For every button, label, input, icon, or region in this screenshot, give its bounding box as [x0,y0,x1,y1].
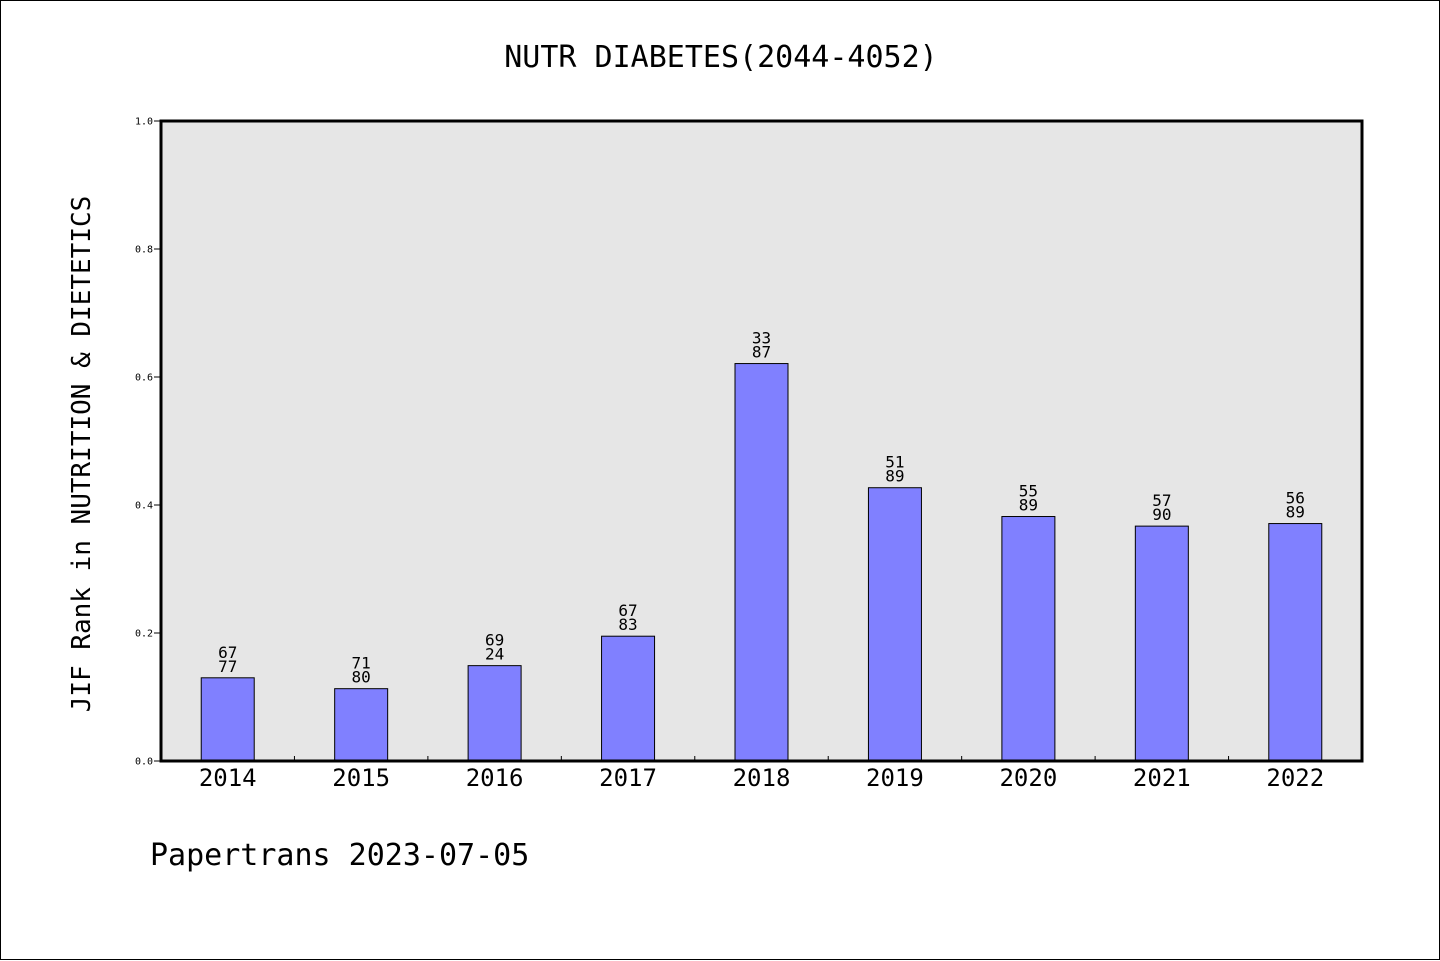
bar-label-bottom: 89 [1286,503,1305,522]
axes-group: 0.0 0.2 0.4 0.6 0.8 1.0 2014 2015 2016 2017 2018 20… [135,117,1324,793]
y-axis-label: JIF Rank in NUTRITION & DIETETICS [67,196,97,713]
bar-label-top: 56 [1286,489,1305,508]
bar-label-top: 67 [618,601,637,620]
y-tick-label: 1.0 [135,117,153,128]
bar-label-bottom: 89 [1019,496,1038,515]
bar-2016 [467,665,522,762]
bar-2015 [334,688,389,762]
bar-label-top: 33 [752,329,771,348]
bar-2014 [200,677,255,762]
y-tick-label: 0.4 [135,501,153,512]
bar-label-top: 67 [218,643,237,662]
bar-2017 [601,635,656,762]
bar-label-top: 51 [885,453,904,472]
x-tick-label: 2016 [466,764,524,792]
bar-2018 [734,363,789,762]
bar-label-top: 69 [485,631,504,650]
bar-label-top: 71 [352,654,371,673]
bar-2020 [1001,516,1056,762]
bar-2022 [1268,523,1323,762]
chart-title: NUTR DIABETES(2044-4052) [504,40,937,75]
bar-label-bottom: 80 [352,668,371,687]
x-tick-label: 2014 [199,764,257,792]
x-tick-label: 2021 [1133,764,1191,792]
y-tick-label: 0.6 [135,373,153,384]
x-tick-label: 2020 [999,764,1057,792]
bar-label-bottom: 83 [618,615,637,634]
footer-credit: Papertrans 2023-07-05 [150,838,529,873]
x-tick-label: 2017 [599,764,657,792]
bar-label-bottom: 90 [1152,505,1171,524]
bar-2021 [1134,525,1189,762]
bar-label-top: 57 [1152,491,1171,510]
bar-label-bottom: 89 [885,467,904,486]
x-tick-label: 2022 [1266,764,1324,792]
plot-border [159,119,1364,763]
y-tick-label: 0.0 [135,757,153,768]
bar-label-top: 55 [1019,482,1038,501]
bar-label-bottom: 77 [218,657,237,676]
y-tick-label: 0.2 [135,629,153,640]
y-tick-label: 0.8 [135,245,153,256]
x-tick-label: 2019 [866,764,924,792]
x-tick-label: 2018 [733,764,791,792]
x-tick-label: 2015 [332,764,390,792]
bar-2019 [867,487,922,762]
bar-label-bottom: 87 [752,343,771,362]
bar-label-bottom: 24 [485,645,504,664]
